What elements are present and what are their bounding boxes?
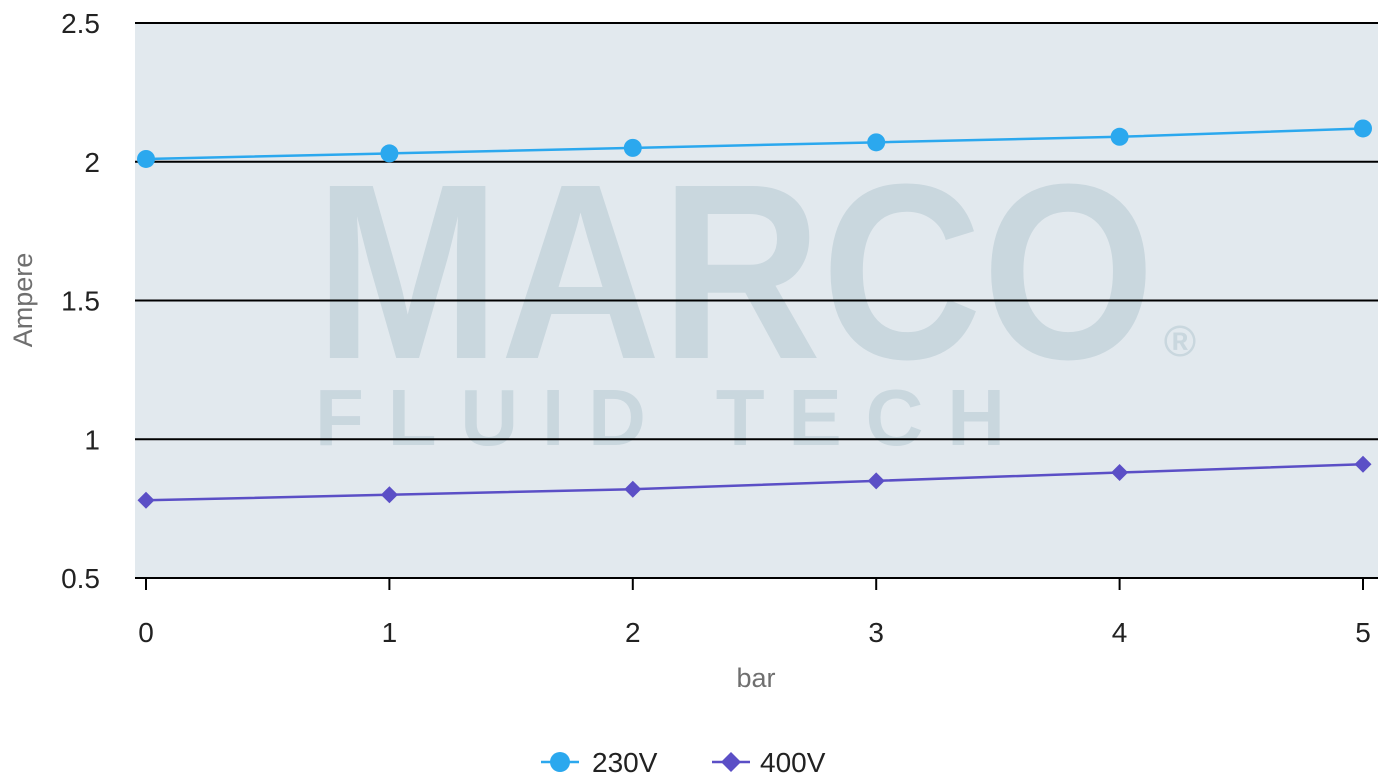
- data-point: [380, 486, 398, 504]
- x-tick-label: 3: [868, 617, 884, 648]
- x-tick-label: 0: [138, 617, 154, 648]
- x-tick-label: 2: [625, 617, 641, 648]
- legend-label: 230V: [592, 747, 658, 778]
- x-axis-title: bar: [736, 663, 775, 693]
- legend-label: 400V: [760, 747, 826, 778]
- series-400v: [137, 455, 1372, 509]
- watermark-brand: MARCO: [315, 132, 1155, 411]
- axes: 0.5 1 1.5 2 2.5 0 1 2 3 4 5: [61, 8, 1371, 648]
- y-tick-label: 2: [84, 147, 100, 178]
- y-tick-label: 1: [84, 424, 100, 455]
- watermark-logo: MARCO FLUID TECH ®: [315, 132, 1196, 462]
- y-axis-title: Ampere: [8, 253, 38, 348]
- data-point: [1354, 455, 1372, 473]
- legend-marker: [721, 752, 741, 772]
- legend-item-400v: 400V: [712, 747, 826, 778]
- data-point: [380, 144, 399, 163]
- data-point: [867, 133, 886, 152]
- series-line: [145, 462, 1364, 502]
- legend-marker: [550, 752, 570, 772]
- legend: 230V 400V: [541, 747, 826, 778]
- data-point: [137, 491, 155, 509]
- data-point: [1110, 127, 1129, 146]
- legend-item-230v: 230V: [541, 747, 658, 778]
- data-point: [624, 480, 642, 498]
- y-tick-label: 0.5: [61, 563, 100, 594]
- watermark-registered-mark: ®: [1164, 317, 1196, 366]
- series-line: [145, 127, 1364, 161]
- x-tick-label: 1: [382, 617, 398, 648]
- data-point: [1111, 464, 1129, 482]
- series-layer: [137, 119, 1372, 509]
- series-230v: [137, 119, 1372, 168]
- grid-lines: [135, 22, 1378, 579]
- data-point: [137, 149, 155, 168]
- x-tick-label: 5: [1355, 617, 1371, 648]
- data-point: [623, 138, 642, 157]
- data-point: [1354, 119, 1372, 138]
- x-tick-label: 4: [1112, 617, 1128, 648]
- y-tick-label: 2.5: [61, 8, 100, 39]
- y-tick-label: 1.5: [61, 286, 100, 317]
- data-point: [867, 472, 885, 490]
